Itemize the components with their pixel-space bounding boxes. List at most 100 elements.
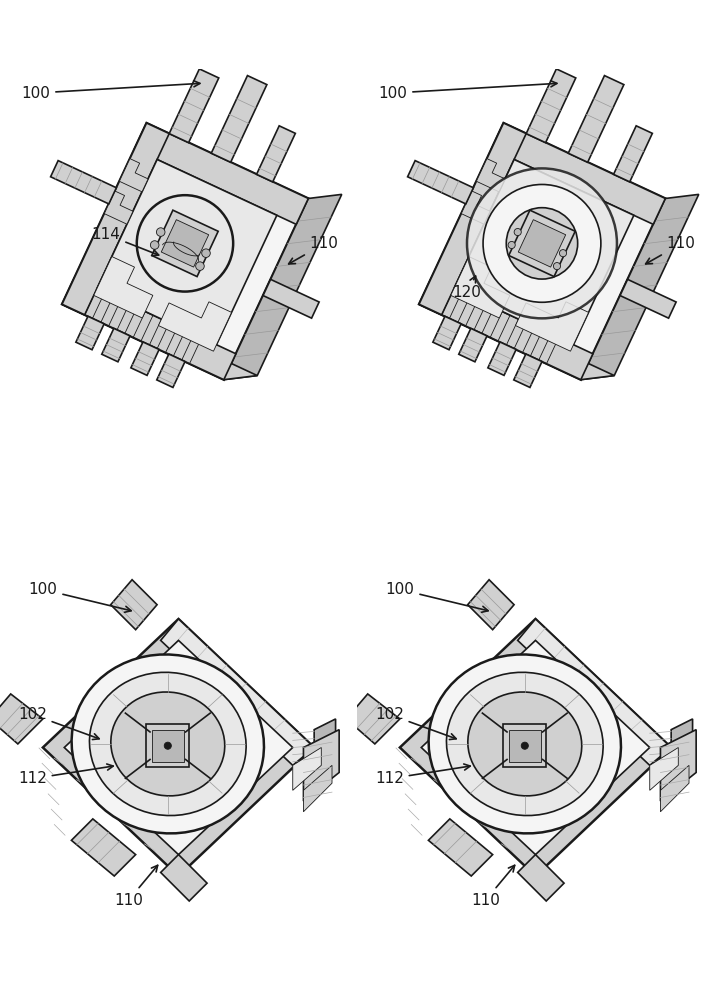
Text: 100: 100 bbox=[378, 81, 557, 101]
Polygon shape bbox=[303, 765, 332, 812]
Polygon shape bbox=[518, 619, 671, 765]
Polygon shape bbox=[516, 302, 588, 351]
Bar bbox=[152, 730, 184, 762]
Polygon shape bbox=[509, 210, 575, 277]
Polygon shape bbox=[491, 123, 665, 224]
Circle shape bbox=[151, 241, 159, 249]
Circle shape bbox=[137, 195, 233, 292]
Polygon shape bbox=[0, 694, 43, 744]
Circle shape bbox=[156, 228, 165, 236]
Polygon shape bbox=[64, 640, 293, 855]
Circle shape bbox=[196, 262, 204, 270]
Text: 100: 100 bbox=[29, 582, 131, 612]
Ellipse shape bbox=[428, 654, 621, 833]
Polygon shape bbox=[152, 210, 218, 277]
Circle shape bbox=[506, 208, 578, 279]
Polygon shape bbox=[71, 819, 136, 876]
Text: 112: 112 bbox=[375, 764, 471, 786]
Polygon shape bbox=[62, 278, 236, 380]
Polygon shape bbox=[161, 220, 208, 267]
Polygon shape bbox=[76, 316, 104, 350]
Bar bbox=[503, 724, 546, 767]
Polygon shape bbox=[223, 194, 342, 380]
Text: 100: 100 bbox=[386, 582, 488, 612]
Polygon shape bbox=[488, 342, 516, 375]
Polygon shape bbox=[650, 747, 678, 790]
Text: 110: 110 bbox=[114, 865, 158, 908]
Polygon shape bbox=[459, 328, 487, 362]
Circle shape bbox=[521, 742, 528, 749]
Ellipse shape bbox=[468, 692, 582, 796]
Polygon shape bbox=[161, 855, 207, 901]
Polygon shape bbox=[408, 161, 473, 204]
Polygon shape bbox=[263, 279, 319, 318]
Polygon shape bbox=[51, 161, 116, 204]
Polygon shape bbox=[159, 302, 231, 351]
Polygon shape bbox=[293, 747, 321, 790]
Polygon shape bbox=[461, 191, 490, 224]
Polygon shape bbox=[303, 730, 339, 801]
Text: 120: 120 bbox=[453, 276, 482, 300]
Polygon shape bbox=[660, 730, 696, 801]
Circle shape bbox=[553, 263, 560, 270]
Text: 110: 110 bbox=[288, 236, 338, 264]
Polygon shape bbox=[421, 640, 650, 855]
Polygon shape bbox=[518, 220, 565, 267]
Ellipse shape bbox=[446, 672, 603, 816]
Ellipse shape bbox=[111, 692, 225, 796]
Polygon shape bbox=[419, 123, 526, 315]
Polygon shape bbox=[169, 69, 218, 143]
Polygon shape bbox=[314, 719, 336, 747]
Polygon shape bbox=[119, 159, 148, 192]
Text: 100: 100 bbox=[21, 81, 200, 101]
Polygon shape bbox=[134, 123, 308, 224]
Polygon shape bbox=[454, 159, 634, 345]
Circle shape bbox=[508, 241, 516, 249]
Polygon shape bbox=[419, 123, 665, 380]
Bar bbox=[146, 724, 189, 767]
Polygon shape bbox=[468, 580, 514, 630]
Text: 112: 112 bbox=[18, 764, 114, 786]
Text: 102: 102 bbox=[18, 707, 99, 740]
Circle shape bbox=[560, 250, 567, 257]
Text: 110: 110 bbox=[471, 865, 515, 908]
Polygon shape bbox=[400, 619, 671, 876]
Polygon shape bbox=[518, 855, 564, 901]
Polygon shape bbox=[526, 69, 575, 143]
Polygon shape bbox=[476, 159, 505, 192]
Text: 102: 102 bbox=[375, 707, 456, 740]
Circle shape bbox=[164, 742, 171, 749]
Polygon shape bbox=[161, 619, 314, 765]
Polygon shape bbox=[419, 300, 614, 380]
Polygon shape bbox=[620, 279, 676, 318]
Polygon shape bbox=[111, 580, 157, 630]
Circle shape bbox=[483, 184, 601, 302]
Ellipse shape bbox=[71, 654, 264, 833]
Text: 110: 110 bbox=[645, 236, 695, 264]
Polygon shape bbox=[428, 819, 493, 876]
Polygon shape bbox=[613, 126, 653, 182]
Circle shape bbox=[467, 168, 617, 318]
Polygon shape bbox=[568, 76, 624, 162]
Polygon shape bbox=[157, 354, 185, 387]
Ellipse shape bbox=[89, 672, 246, 816]
Polygon shape bbox=[211, 76, 267, 162]
Circle shape bbox=[202, 249, 211, 257]
Bar bbox=[508, 730, 541, 762]
Polygon shape bbox=[660, 765, 689, 812]
Polygon shape bbox=[433, 316, 461, 350]
Polygon shape bbox=[97, 159, 277, 345]
Polygon shape bbox=[62, 123, 169, 315]
Polygon shape bbox=[346, 694, 400, 744]
Polygon shape bbox=[671, 719, 693, 747]
Polygon shape bbox=[62, 300, 257, 380]
Circle shape bbox=[514, 228, 521, 236]
Polygon shape bbox=[419, 278, 593, 380]
Polygon shape bbox=[580, 194, 699, 380]
Polygon shape bbox=[256, 126, 296, 182]
Polygon shape bbox=[62, 123, 308, 380]
Polygon shape bbox=[131, 342, 159, 375]
Polygon shape bbox=[43, 619, 314, 876]
Polygon shape bbox=[451, 257, 510, 318]
Polygon shape bbox=[94, 257, 153, 318]
